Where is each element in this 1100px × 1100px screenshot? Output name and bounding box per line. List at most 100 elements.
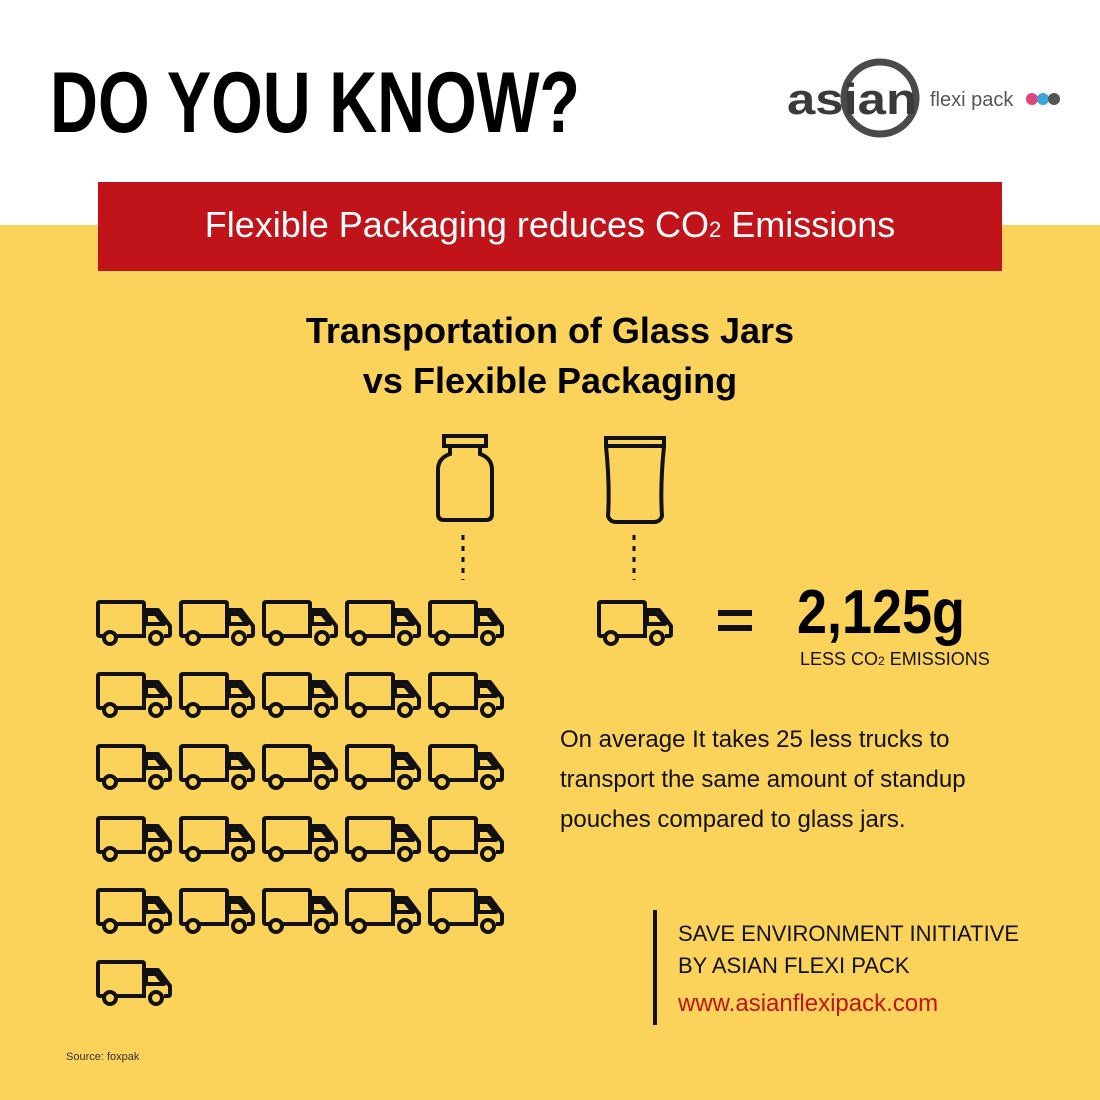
footer-line: SAVE ENVIRONMENT INITIATIVE — [678, 921, 1019, 946]
truck-body — [345, 672, 421, 710]
truck-body — [428, 888, 504, 926]
truck — [96, 744, 172, 790]
banner-text-end: Emissions — [731, 204, 895, 245]
truck-wheel — [148, 918, 164, 934]
truck-window — [144, 612, 166, 626]
truck-wheel — [351, 846, 367, 862]
banner — [98, 182, 1002, 271]
truck-window — [227, 828, 249, 842]
truck-window — [393, 684, 415, 698]
truck-window — [476, 756, 498, 770]
banner-subscript: 2 — [709, 217, 721, 242]
banner-text-main: Flexible Packaging reduces CO — [205, 204, 709, 245]
truck-wheel — [231, 630, 247, 646]
stat-caption-main: LESS CO — [800, 649, 878, 669]
truck — [179, 744, 255, 790]
footer-url[interactable]: www.asianflexipack.com — [677, 990, 938, 1017]
truck-wheel — [351, 630, 367, 646]
description: On average It takes 25 less trucks to tr… — [560, 726, 966, 833]
truck-wheel — [185, 630, 201, 646]
truck — [179, 816, 255, 862]
banner-text: Flexible Packaging reduces CO2 Emissions — [205, 204, 896, 245]
truck-body — [179, 816, 255, 854]
truck-body — [96, 744, 172, 782]
truck-wheel — [148, 702, 164, 718]
truck-wheel — [314, 918, 330, 934]
source: Source: foxpak — [66, 1051, 140, 1063]
truck-window — [144, 756, 166, 770]
truck-body — [96, 672, 172, 710]
truck-window — [476, 900, 498, 914]
truck-body — [96, 816, 172, 854]
jar-body — [436, 446, 494, 522]
truck-wheel — [185, 918, 201, 934]
truck-wheel — [231, 774, 247, 790]
truck-wheel — [603, 630, 619, 646]
truck-window — [144, 900, 166, 914]
truck-body — [428, 816, 504, 854]
truck-wheel — [102, 918, 118, 934]
truck-wheel — [231, 918, 247, 934]
truck — [345, 672, 421, 718]
truck-wheel — [314, 774, 330, 790]
truck — [428, 672, 504, 718]
truck-window — [144, 972, 166, 986]
truck — [179, 672, 255, 718]
truck-body — [345, 744, 421, 782]
truck-wheel — [351, 702, 367, 718]
truck-wheel — [480, 846, 496, 862]
logo-sub: flexi pack — [930, 89, 1014, 111]
logo: asian flexi pack — [787, 58, 1060, 138]
truck-wheel — [480, 774, 496, 790]
truck-wheel — [397, 918, 413, 934]
truck-window — [476, 684, 498, 698]
glass-trucks — [96, 600, 504, 1006]
truck-wheel — [397, 630, 413, 646]
truck-wheel — [480, 630, 496, 646]
truck-window — [227, 612, 249, 626]
truck-wheel — [231, 702, 247, 718]
truck-wheel — [397, 702, 413, 718]
truck-window — [144, 684, 166, 698]
truck-wheel — [148, 630, 164, 646]
truck-wheel — [102, 846, 118, 862]
truck — [96, 816, 172, 862]
footer-line: BY ASIAN FLEXI PACK — [678, 953, 910, 978]
truck-wheel — [434, 918, 450, 934]
logo-dot — [1026, 93, 1038, 105]
truck — [345, 600, 421, 646]
truck-wheel — [268, 918, 284, 934]
logo-dot — [1037, 93, 1049, 105]
truck-window — [310, 684, 332, 698]
truck-body — [96, 960, 172, 998]
truck-body — [345, 600, 421, 638]
truck-window — [310, 756, 332, 770]
truck-body — [179, 600, 255, 638]
truck-wheel — [434, 774, 450, 790]
truck — [428, 744, 504, 790]
truck-wheel — [148, 990, 164, 1006]
truck — [262, 600, 338, 646]
truck — [96, 960, 172, 1006]
truck — [179, 888, 255, 934]
truck-wheel — [268, 846, 284, 862]
truck-body — [262, 888, 338, 926]
truck — [96, 600, 172, 646]
truck-body — [345, 816, 421, 854]
truck-wheel — [185, 702, 201, 718]
truck-wheel — [434, 846, 450, 862]
truck — [428, 888, 504, 934]
footer-bar — [653, 910, 657, 1025]
truck-window — [227, 900, 249, 914]
truck-window — [310, 900, 332, 914]
truck-wheel — [185, 846, 201, 862]
truck-body — [597, 600, 673, 638]
truck-wheel — [314, 846, 330, 862]
stat-caption: LESS CO2 EMISSIONS — [800, 649, 990, 669]
truck-window — [476, 612, 498, 626]
stat-value: 2,125g — [797, 578, 965, 647]
truck-wheel — [148, 846, 164, 862]
pouch-trucks — [597, 600, 673, 646]
truck-wheel — [102, 702, 118, 718]
truck — [262, 744, 338, 790]
